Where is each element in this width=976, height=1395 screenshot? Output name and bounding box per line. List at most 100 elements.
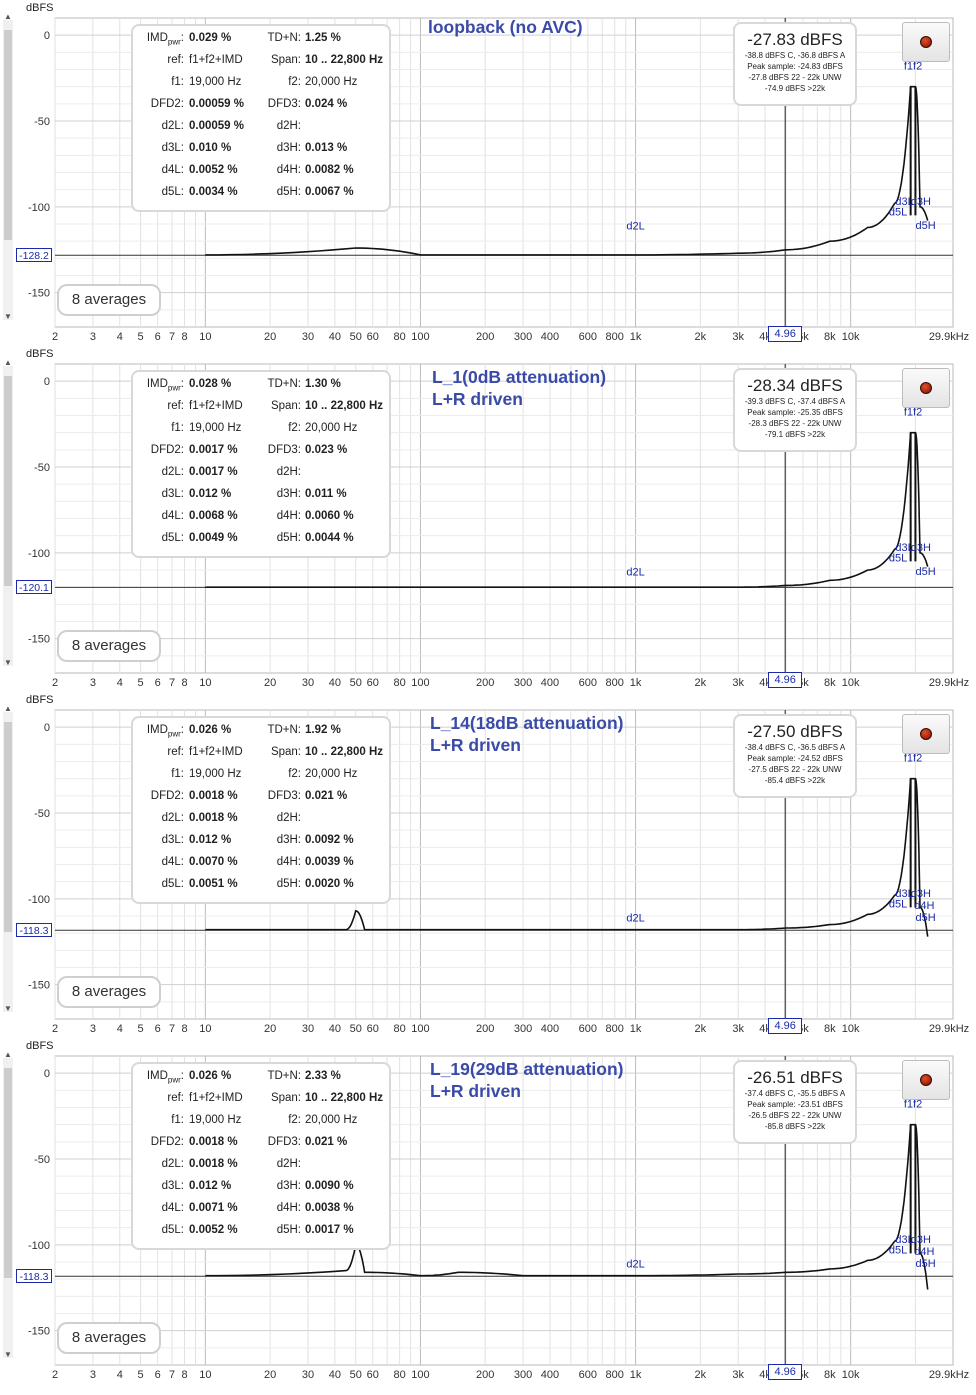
x-tick-label: 29.9kHz <box>929 331 969 343</box>
x-tick-label: 4 <box>117 677 123 689</box>
x-tick-label: 29.9kHz <box>929 1023 969 1035</box>
y-tick-label: -100 <box>28 894 50 906</box>
x-tick-label: 60 <box>367 331 379 343</box>
marker-label-d2L: d2L <box>626 913 644 925</box>
stat-label: d5H: <box>276 1224 301 1236</box>
scroll-down-arrow-icon[interactable]: ▼ <box>4 1350 12 1359</box>
scrollbar-thumb[interactable] <box>4 376 12 586</box>
record-button[interactable] <box>902 714 950 754</box>
stat-label: IMDpwr: <box>146 32 184 47</box>
stat-label: d2L: <box>161 466 184 478</box>
x-tick-label: 400 <box>541 331 559 343</box>
x-tick-label: 800 <box>606 1369 624 1381</box>
x-tick-label: 10k <box>842 1023 860 1035</box>
stat-value: 0.012 % <box>189 834 232 846</box>
level-meter-panel: -27.83 dBFS -38.8 dBFS C, -36.8 dBFS A Pea… <box>733 22 857 106</box>
x-tick-label: 5 <box>138 1369 144 1381</box>
x-tick-label: 1k <box>630 1023 642 1035</box>
harmonic-marker-label: d3H <box>911 888 931 900</box>
stat-value: 19,000 Hz <box>189 76 242 88</box>
spectrum-trace <box>205 777 929 937</box>
x-tick-label: 5 <box>138 677 144 689</box>
x-tick-label: 800 <box>606 331 624 343</box>
scroll-up-arrow-icon[interactable]: ▲ <box>4 358 12 367</box>
averages-badge: 8 averages <box>57 976 161 1008</box>
scroll-up-arrow-icon[interactable]: ▲ <box>4 1050 12 1059</box>
chart-panel: 0 -50 -100 -150 2 3 4 5 6 7 8 10 20 30 40 50 60 80 100 200 3… <box>0 346 976 692</box>
cursor-frequency-readout[interactable]: 4.96 <box>768 1364 803 1380</box>
cursor-frequency-readout[interactable]: 4.96 <box>768 326 803 342</box>
x-tick-label: 8k <box>824 1023 836 1035</box>
stat-value: f1+f2+IMD <box>189 1092 243 1104</box>
x-tick-label: 8 <box>181 331 187 343</box>
stat-value: 0.0018 % <box>189 812 238 824</box>
x-tick-label: 20 <box>264 677 276 689</box>
scroll-down-arrow-icon[interactable]: ▼ <box>4 312 12 321</box>
stat-value: 0.021 % <box>305 790 348 802</box>
stat-label: DFD2: <box>150 1136 184 1148</box>
scroll-up-arrow-icon[interactable]: ▲ <box>4 12 12 21</box>
cursor-frequency-readout[interactable]: 4.96 <box>768 1018 803 1034</box>
stat-value: 19,000 Hz <box>189 768 242 780</box>
scrollbar-thumb[interactable] <box>4 1068 12 1278</box>
averages-badge: 8 averages <box>57 284 161 316</box>
harmonic-marker-label: d5H <box>916 1258 936 1270</box>
stat-value: 0.0034 % <box>189 186 238 198</box>
stat-value: 20,000 Hz <box>305 76 358 88</box>
record-button[interactable] <box>902 368 950 408</box>
stat-label: f1: <box>171 422 184 434</box>
level-meter-panel: -26.51 dBFS -37.4 dBFS C, -35.5 dBFS A Pea… <box>733 1060 857 1144</box>
level-detail: -74.9 dBFS >22k <box>764 84 826 93</box>
record-button[interactable] <box>902 1060 950 1100</box>
scrollbar-thumb[interactable] <box>4 30 12 240</box>
stat-label: IMDpwr: <box>146 1070 184 1085</box>
scroll-down-arrow-icon[interactable]: ▼ <box>4 1004 12 1013</box>
stats-row: IMDpwr: 0.026 % TD+N: 2.33 % <box>133 1070 389 1092</box>
x-tick-label: 60 <box>367 1023 379 1035</box>
x-tick-label: 7 <box>169 1023 175 1035</box>
chart-panel: 0 -50 -100 -150 2 3 4 5 6 7 8 10 20 30 40 50 60 80 100 200 3… <box>0 692 976 1038</box>
stats-row: ref: f1+f2+IMD Span: 10 .. 22,800 Hz <box>133 54 389 76</box>
stat-value: 1.30 % <box>305 378 341 390</box>
level-meter-panel: -28.34 dBFS -39.3 dBFS C, -37.4 dBFS A Pea… <box>733 368 857 452</box>
harmonic-marker-label: d5L <box>889 552 907 564</box>
record-button[interactable] <box>902 22 950 62</box>
marker-label-d2L: d2L <box>626 221 644 233</box>
measurement-stats-panel: IMDpwr: 0.028 % TD+N: 1.30 % ref: f1+f2+IMD Sp… <box>131 370 391 558</box>
chart-title: L_1(0dB attenuation) L+R driven <box>432 367 607 409</box>
chart-panel: 0 -50 -100 -150 2 3 4 5 6 7 8 10 20 30 40 50 60 80 100 200 3… <box>0 1038 976 1384</box>
stat-label: d3H: <box>276 1180 301 1192</box>
x-tick-label: 2 <box>52 331 58 343</box>
stat-label: f2: <box>288 1114 301 1126</box>
stat-label: d5H: <box>276 878 301 890</box>
x-tick-label: 800 <box>606 677 624 689</box>
x-tick-label: 50 <box>350 1369 362 1381</box>
record-icon <box>920 1074 932 1086</box>
scroll-up-arrow-icon[interactable]: ▲ <box>4 704 12 713</box>
x-tick-label: 2k <box>695 331 707 343</box>
stat-label: d3H: <box>276 834 301 846</box>
scrollbar-thumb[interactable] <box>4 722 12 932</box>
stat-label: d4H: <box>276 856 301 868</box>
stat-value: 19,000 Hz <box>189 422 242 434</box>
stat-value: 0.010 % <box>189 142 232 154</box>
stat-value: 0.0017 % <box>305 1224 354 1236</box>
stat-label: f2: <box>288 76 301 88</box>
marker-label-f1f2: f1f2 <box>904 61 922 73</box>
x-tick-label: 2 <box>52 677 58 689</box>
cursor-frequency-readout[interactable]: 4.96 <box>768 672 803 688</box>
x-tick-label: 6 <box>155 331 161 343</box>
record-icon <box>920 728 932 740</box>
x-tick-label: 40 <box>329 677 341 689</box>
stat-value: f1+f2+IMD <box>189 54 243 66</box>
stat-value: 0.0068 % <box>189 510 238 522</box>
x-tick-label: 3 <box>90 1023 96 1035</box>
stat-label: TD+N: <box>267 32 301 44</box>
scroll-down-arrow-icon[interactable]: ▼ <box>4 658 12 667</box>
x-tick-label: 10k <box>842 677 860 689</box>
stat-label: d5H: <box>276 186 301 198</box>
stat-label: f1: <box>171 1114 184 1126</box>
x-tick-label: 300 <box>514 1369 532 1381</box>
stats-row: d3L: 0.012 % d3H: 0.0090 % <box>133 1180 389 1202</box>
stats-row: DFD2: 0.0018 % DFD3: 0.021 % <box>133 1136 389 1158</box>
